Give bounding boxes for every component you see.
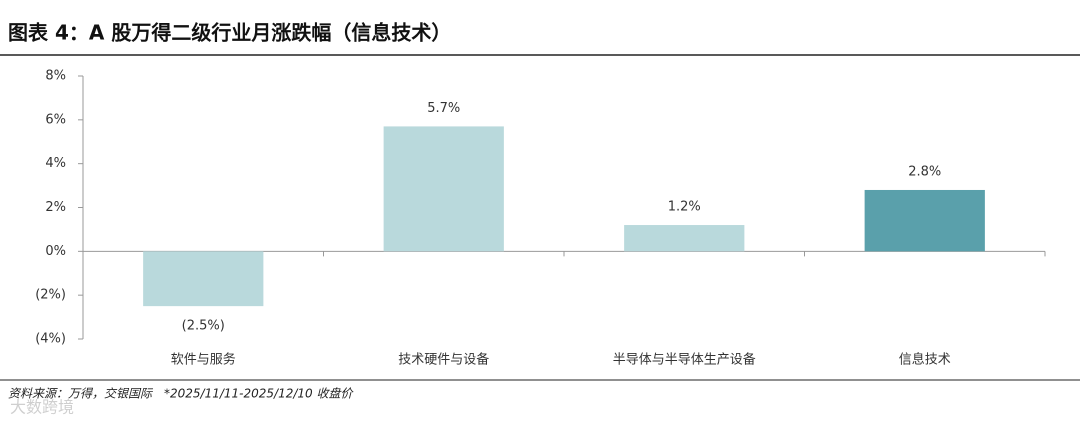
value-label: 2.8% [908, 164, 941, 179]
x-tick-label: 半导体与半导体生产设备 [613, 352, 756, 368]
x-tick-label: 软件与服务 [171, 352, 236, 368]
value-label: (2.5%) [182, 319, 225, 334]
bar [864, 189, 985, 252]
watermark: 大数跨境 [10, 398, 74, 417]
chart-title: 图表 4：A 股万得二级行业月涨跌幅（信息技术） [8, 21, 451, 45]
y-tick-label: (2%) [35, 288, 66, 303]
x-tick-label: 信息技术 [899, 352, 951, 368]
bar [383, 126, 504, 252]
y-tick-label: 6% [45, 112, 66, 127]
bar [624, 225, 745, 252]
source-note: 资料来源：万得，交银国际 *2025/11/11-2025/12/10 收盘价 [8, 387, 354, 401]
y-tick-label: 2% [45, 200, 66, 215]
bar [143, 251, 264, 307]
y-tick-label: 0% [45, 244, 66, 259]
value-label: 5.7% [427, 101, 460, 116]
y-tick-label: 8% [45, 69, 66, 84]
y-tick-label: (4%) [35, 332, 66, 347]
value-label: 1.2% [668, 200, 701, 215]
x-tick-label: 技术硬件与设备 [398, 352, 489, 368]
y-tick-label: 4% [45, 156, 66, 171]
